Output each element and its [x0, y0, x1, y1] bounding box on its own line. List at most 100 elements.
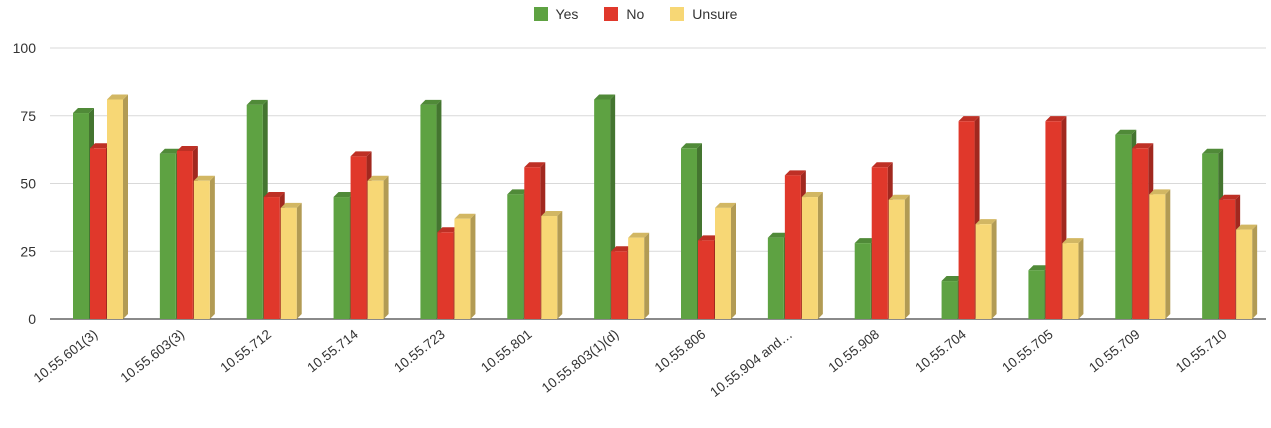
x-tick-label: 10.55.705	[999, 327, 1056, 376]
bar-yes	[854, 243, 871, 319]
bar-top-no	[1045, 116, 1067, 122]
bar-top-yes	[941, 276, 963, 282]
x-tick-label: 10.55.723	[391, 327, 448, 376]
bar-top-no	[871, 162, 893, 168]
bar-no	[871, 167, 888, 319]
x-tick-label: 10.55.801	[478, 327, 535, 376]
y-tick-label: 100	[13, 40, 37, 56]
bar-top-yes	[333, 192, 355, 198]
bar-top-no	[698, 235, 719, 241]
legend-item-unsure[interactable]: Unsure	[670, 6, 737, 22]
bar-top-no	[263, 192, 285, 198]
bar-unsure	[1062, 243, 1079, 319]
bar-yes	[1115, 134, 1132, 319]
legend-label-yes: Yes	[555, 6, 579, 22]
bar-top-yes	[1028, 265, 1050, 271]
bar-yes	[767, 237, 784, 319]
bar-yes	[507, 194, 524, 319]
bar-no	[176, 150, 193, 319]
bar-top-no	[90, 143, 111, 149]
bar-no	[1219, 199, 1236, 319]
bar-side-unsure	[383, 175, 389, 319]
bar-top-unsure	[107, 94, 128, 100]
bar-top-unsure	[454, 213, 476, 219]
bar-top-yes	[420, 99, 442, 105]
bar-yes	[1028, 270, 1045, 319]
bar-top-yes	[681, 143, 702, 149]
bar-yes	[420, 104, 437, 319]
bar-unsure	[801, 197, 818, 319]
bar-top-unsure	[975, 219, 997, 225]
bar-unsure	[454, 218, 471, 319]
bar-no	[90, 148, 106, 319]
bar-yes	[159, 153, 176, 319]
x-tick-label: 10.55.904 and…	[707, 327, 795, 400]
bar-side-unsure	[296, 202, 302, 319]
x-tick-label: 10.55.709	[1086, 327, 1143, 376]
bar-side-unsure	[1252, 224, 1258, 319]
bar-top-yes	[854, 238, 876, 244]
bar-top-unsure	[628, 232, 650, 238]
bar-no	[1045, 121, 1062, 319]
bar-unsure	[1236, 229, 1253, 319]
bar-top-no	[1132, 143, 1154, 149]
bar-top-unsure	[888, 194, 910, 200]
bar-unsure	[367, 180, 384, 319]
x-tick-label: 10.55.603(3)	[118, 327, 188, 386]
bar-yes	[681, 148, 697, 319]
legend-item-no[interactable]: No	[604, 6, 644, 22]
bar-side-unsure	[209, 175, 215, 319]
x-tick-label: 10.55.704	[912, 326, 969, 375]
bar-side-unsure	[123, 94, 128, 320]
legend-label-no: No	[626, 6, 645, 22]
bar-side-unsure	[644, 232, 650, 319]
legend-swatch-unsure	[670, 7, 685, 21]
bar-no	[437, 232, 454, 319]
bar-top-unsure	[193, 175, 215, 181]
bar-top-no	[350, 151, 372, 157]
bar-top-no	[784, 170, 806, 176]
bar-top-yes	[594, 94, 616, 100]
bar-unsure	[280, 207, 297, 319]
bar-no	[1132, 148, 1149, 319]
bar-no	[698, 240, 714, 319]
bar-top-yes	[767, 232, 789, 238]
bar-no	[263, 197, 280, 319]
bar-yes	[1202, 153, 1219, 319]
bar-side-unsure	[731, 202, 736, 319]
bar-unsure	[193, 180, 210, 319]
bar-yes	[73, 113, 89, 319]
bar-side-unsure	[817, 192, 823, 319]
bar-side-unsure	[1165, 189, 1171, 319]
bar-yes	[246, 104, 263, 319]
legend: Yes No Unsure	[0, 6, 1271, 22]
legend-swatch-yes	[533, 7, 548, 21]
bar-yes	[333, 197, 350, 319]
bar-unsure	[975, 224, 992, 319]
bar-top-yes	[507, 189, 529, 195]
bar-no	[784, 175, 801, 319]
y-tick-label: 25	[20, 243, 36, 259]
x-tick-label: 10.55.601(3)	[31, 327, 101, 386]
bar-top-yes	[1115, 129, 1137, 135]
bar-top-yes	[1202, 148, 1224, 154]
bar-unsure	[1149, 194, 1166, 319]
bar-no	[958, 121, 975, 319]
bar-unsure	[628, 237, 645, 319]
bar-yes	[594, 99, 611, 320]
bar-unsure	[107, 99, 123, 320]
y-tick-label: 0	[28, 311, 36, 327]
bar-side-unsure	[557, 211, 563, 319]
x-tick-label: 10.55.806	[652, 327, 709, 376]
legend-item-yes[interactable]: Yes	[533, 6, 579, 22]
bar-top-unsure	[715, 202, 736, 208]
bar-top-unsure	[367, 175, 389, 181]
bar-no	[350, 156, 367, 319]
legend-swatch-no	[604, 7, 619, 21]
bar-top-no	[437, 227, 459, 233]
y-tick-label: 75	[20, 108, 36, 124]
bar-top-unsure	[1149, 189, 1171, 195]
bar-unsure	[888, 199, 905, 319]
x-tick-label: 10.55.714	[304, 326, 361, 375]
bar-top-no	[524, 162, 546, 168]
